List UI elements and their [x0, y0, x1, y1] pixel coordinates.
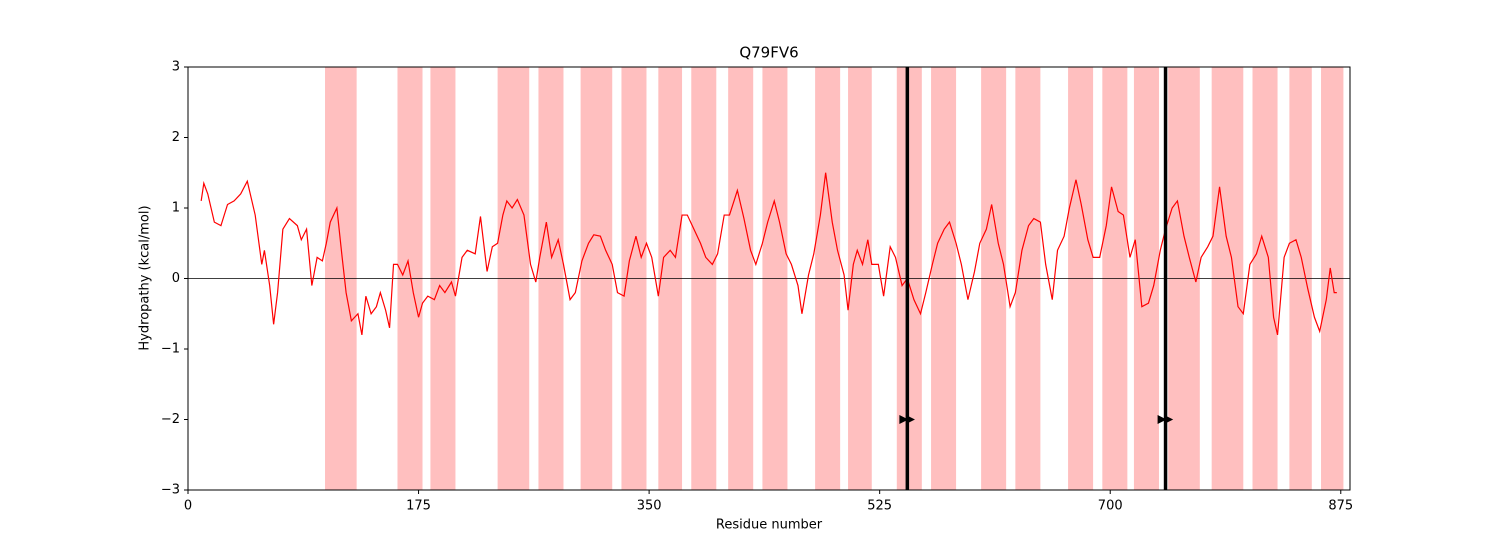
arrow-marker — [899, 415, 909, 424]
arrow-marker — [1164, 415, 1174, 424]
x-tick-label: 875 — [1328, 499, 1353, 514]
x-axis-label: Residue number — [716, 518, 823, 533]
x-tick-label: 700 — [1098, 499, 1123, 514]
y-tick-label: −1 — [161, 342, 180, 357]
y-tick-label: 1 — [172, 201, 180, 216]
chart-title: Q79FV6 — [739, 44, 798, 62]
y-tick-label: 3 — [172, 60, 180, 75]
arrow-marker — [905, 415, 915, 424]
y-tick-label: −3 — [161, 483, 180, 498]
y-tick-label: 2 — [172, 130, 180, 145]
y-axis-label: Hydropathy (kcal/mol) — [138, 205, 153, 350]
x-tick-label: 175 — [406, 499, 431, 514]
hydropathy-line — [200, 172, 1337, 336]
x-tick-label: 0 — [184, 499, 192, 514]
y-tick-label: −2 — [161, 412, 180, 427]
arrow-marker — [1157, 415, 1167, 424]
x-tick-label: 350 — [637, 499, 662, 514]
x-tick-label: 525 — [867, 499, 892, 514]
y-tick-label: 0 — [172, 271, 180, 286]
